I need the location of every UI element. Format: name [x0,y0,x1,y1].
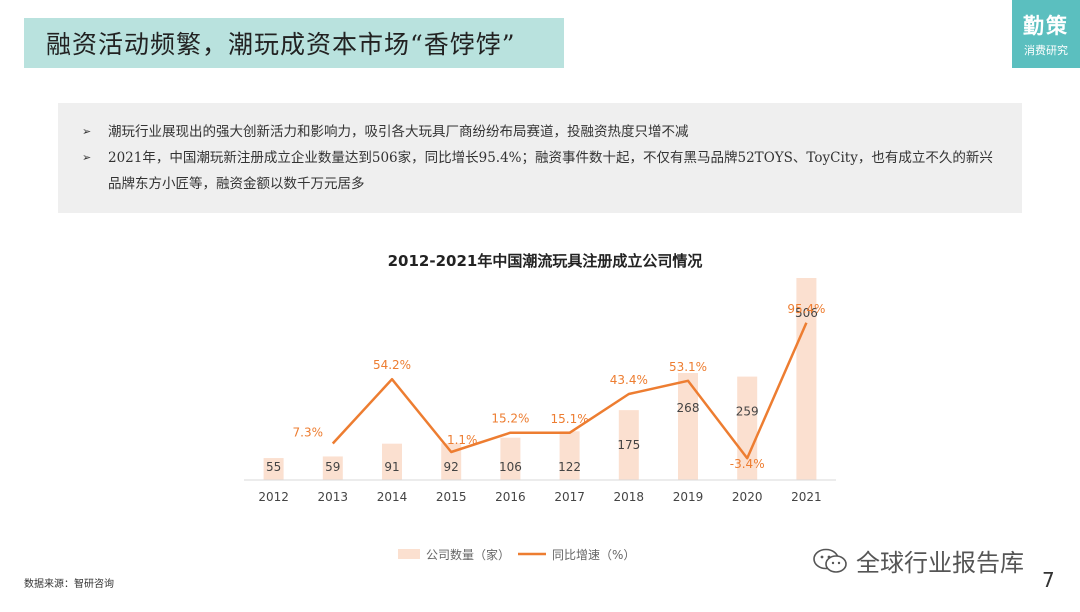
bar-value-label: 92 [444,460,459,474]
x-tick-label: 2014 [377,490,408,504]
watermark-text: 全球行业报告库 [856,543,1024,578]
bar-value-label: 106 [499,460,522,474]
x-tick-label: 2012 [258,490,289,504]
legend-line-label: 同比增速（%） [552,548,635,562]
x-tick-label: 2015 [436,490,467,504]
x-tick-label: 2020 [732,490,763,504]
x-tick-label: 2013 [318,490,349,504]
wechat-icon [812,548,848,574]
growth-label: 1.1% [447,433,478,447]
growth-label: 7.3% [293,425,324,439]
bar-value-label: 259 [736,405,759,419]
watermark: 全球行业报告库 [812,543,1024,578]
bar-value-label: 175 [617,438,640,452]
x-tick-label: 2021 [791,490,822,504]
growth-label: 15.1% [551,412,589,426]
chart-title: 2012-2021年中国潮流玩具注册成立公司情况 [388,252,703,270]
growth-label: 43.4% [610,373,648,387]
page-number: 7 [1042,568,1055,592]
x-tick-label: 2019 [673,490,704,504]
growth-label: 95.4% [787,302,825,316]
legend-bar-label: 公司数量（家） [426,547,510,562]
data-source: 数据来源：智研咨询 [24,575,114,590]
x-tick-label: 2016 [495,490,526,504]
growth-label: 54.2% [373,358,411,372]
bar-value-label: 59 [325,460,340,474]
growth-label: 53.1% [669,360,707,374]
growth-label: 15.2% [491,412,529,426]
growth-label: -3.4% [730,457,765,471]
bar-value-label: 91 [384,460,399,474]
x-tick-label: 2017 [554,490,585,504]
bar-value-label: 268 [677,401,700,415]
x-tick-label: 2018 [614,490,645,504]
legend-bar-swatch [398,549,420,559]
bar-value-label: 122 [558,460,581,474]
bar-value-label: 55 [266,460,281,474]
